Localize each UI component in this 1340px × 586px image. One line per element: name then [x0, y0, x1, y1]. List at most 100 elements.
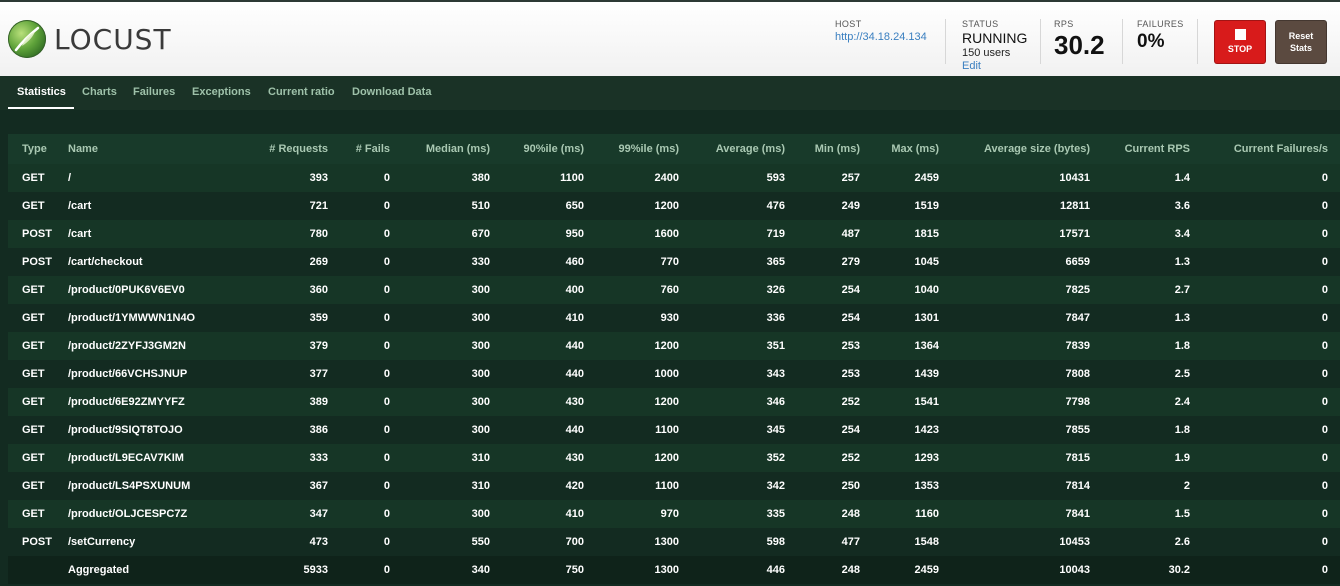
cell-name: /cart: [68, 192, 228, 220]
tab-download-data[interactable]: Download Data: [352, 86, 432, 98]
cell-requests: 393: [228, 164, 340, 192]
cell-avg-size: 7847: [951, 304, 1102, 332]
cell-min: 477: [797, 528, 872, 556]
cell-min: 250: [797, 472, 872, 500]
cell-p90: 650: [502, 192, 596, 220]
cell-type: GET: [8, 164, 68, 192]
cell-current-failures: 0: [1202, 276, 1340, 304]
cell-requests: 721: [228, 192, 340, 220]
status-label: STATUS: [962, 19, 999, 29]
cell-name: /product/9SIQT8TOJO: [68, 416, 228, 444]
aggregated-cell-requests: 5933: [228, 556, 340, 584]
cell-current-failures: 0: [1202, 192, 1340, 220]
failures-label: FAILURES: [1137, 19, 1184, 29]
cell-average: 476: [691, 192, 797, 220]
cell-fails: 0: [340, 388, 402, 416]
cell-type: POST: [8, 528, 68, 556]
table-row: GET/cart 721 0 510 650 1200 476 249 1519 12811 3.6…: [8, 192, 1340, 220]
cell-p99: 1200: [596, 444, 691, 472]
cell-p90: 950: [502, 220, 596, 248]
logo: LOCUST: [8, 20, 172, 58]
column-header-current-failures[interactable]: Current Failures/s: [1202, 134, 1340, 164]
stop-button[interactable]: STOP: [1214, 20, 1266, 64]
column-header-average[interactable]: Average (ms): [691, 134, 797, 164]
cell-current-rps: 1.3: [1102, 248, 1202, 276]
cell-requests: 377: [228, 360, 340, 388]
aggregated-cell-max: 2459: [872, 556, 951, 584]
table-row: GET/product/OLJCESPC7Z 347 0 300 410 970 335 24…: [8, 500, 1340, 528]
table-row: GET/393 0 380 1100 2400 593 257 2459 10431 1.4 0: [8, 164, 1340, 192]
tab-failures[interactable]: Failures: [133, 86, 176, 98]
tab-statistics[interactable]: Statistics: [17, 86, 66, 98]
aggregated-cell-min: 248: [797, 556, 872, 584]
cell-requests: 389: [228, 388, 340, 416]
user-count: 150 users: [962, 47, 1011, 59]
cell-average: 598: [691, 528, 797, 556]
cell-min: 257: [797, 164, 872, 192]
host-link[interactable]: http://34.18.24.134: [835, 31, 927, 43]
active-tab-indicator: [8, 107, 74, 109]
rps-box: RPS 30.2: [1054, 19, 1105, 61]
cell-max: 1353: [872, 472, 951, 500]
cell-median: 330: [402, 248, 502, 276]
cell-max: 1815: [872, 220, 951, 248]
column-header-median[interactable]: Median (ms): [402, 134, 502, 164]
cell-median: 300: [402, 332, 502, 360]
cell-median: 300: [402, 388, 502, 416]
cell-median: 380: [402, 164, 502, 192]
column-header-p90[interactable]: 90%ile (ms): [502, 134, 596, 164]
aggregated-cell-name: Aggregated: [68, 556, 228, 584]
column-header-type[interactable]: Type: [8, 134, 68, 164]
aggregated-cell-fails: 0: [340, 556, 402, 584]
cell-fails: 0: [340, 332, 402, 360]
cell-current-rps: 1.8: [1102, 332, 1202, 360]
cell-type: GET: [8, 304, 68, 332]
column-header-avg-size[interactable]: Average size (bytes): [951, 134, 1102, 164]
cell-max: 1301: [872, 304, 951, 332]
table-row: POST/setCurrency 473 0 550 700 1300 598 477 1548…: [8, 528, 1340, 556]
column-header-min[interactable]: Min (ms): [797, 134, 872, 164]
cell-max: 1548: [872, 528, 951, 556]
cell-average: 593: [691, 164, 797, 192]
column-header-requests[interactable]: # Requests: [228, 134, 340, 164]
cell-average: 351: [691, 332, 797, 360]
cell-min: 487: [797, 220, 872, 248]
divider: [945, 19, 946, 64]
cell-fails: 0: [340, 220, 402, 248]
cell-p99: 1000: [596, 360, 691, 388]
table-header-row: Type Name # Requests # Fails Median (ms) 90%i…: [8, 134, 1340, 164]
cell-type: GET: [8, 276, 68, 304]
cell-min: 253: [797, 360, 872, 388]
cell-current-failures: 0: [1202, 360, 1340, 388]
reset-button-label: Stats: [1289, 43, 1312, 53]
cell-current-failures: 0: [1202, 472, 1340, 500]
cell-fails: 0: [340, 444, 402, 472]
host-box: HOST http://34.18.24.134: [835, 19, 927, 43]
cell-name: /product/L9ECAV7KIM: [68, 444, 228, 472]
tab-current-ratio[interactable]: Current ratio: [268, 86, 335, 98]
column-header-current-rps[interactable]: Current RPS: [1102, 134, 1202, 164]
reset-stats-button[interactable]: Reset Stats: [1275, 20, 1327, 64]
edit-link[interactable]: Edit: [962, 60, 981, 72]
cell-average: 346: [691, 388, 797, 416]
column-header-name[interactable]: Name: [68, 134, 228, 164]
cell-p90: 430: [502, 444, 596, 472]
cell-requests: 360: [228, 276, 340, 304]
tab-exceptions[interactable]: Exceptions: [192, 86, 251, 98]
tab-charts[interactable]: Charts: [82, 86, 117, 98]
cell-fails: 0: [340, 276, 402, 304]
cell-max: 1293: [872, 444, 951, 472]
tab-bar: Statistics Charts Failures Exceptions Cu…: [0, 76, 1340, 110]
cell-current-rps: 2.6: [1102, 528, 1202, 556]
cell-current-rps: 1.3: [1102, 304, 1202, 332]
cell-current-rps: 1.8: [1102, 416, 1202, 444]
column-header-p99[interactable]: 99%ile (ms): [596, 134, 691, 164]
column-header-max[interactable]: Max (ms): [872, 134, 951, 164]
table-row: POST/cart 780 0 670 950 1600 719 487 1815 17571 3.…: [8, 220, 1340, 248]
column-header-fails[interactable]: # Fails: [340, 134, 402, 164]
cell-current-failures: 0: [1202, 332, 1340, 360]
host-label: HOST: [835, 19, 862, 29]
cell-min: 252: [797, 388, 872, 416]
cell-average: 336: [691, 304, 797, 332]
cell-fails: 0: [340, 192, 402, 220]
